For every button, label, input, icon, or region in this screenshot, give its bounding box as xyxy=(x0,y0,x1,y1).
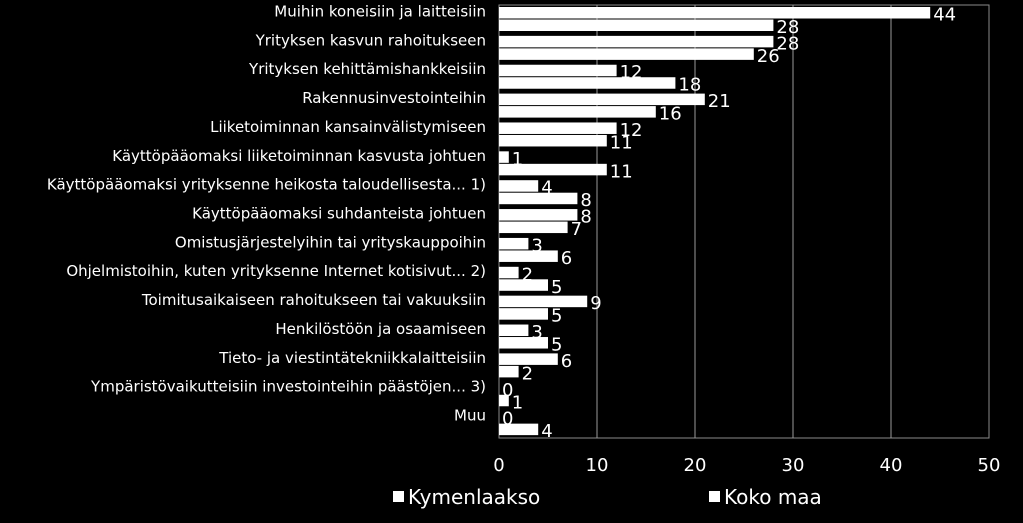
data-label-koko-maa: 5 xyxy=(551,277,562,298)
data-label-koko-maa: 8 xyxy=(580,190,591,211)
x-tick-label: 40 xyxy=(880,455,903,476)
bar-kymenlaakso xyxy=(499,35,774,48)
gridlines xyxy=(596,5,892,438)
bar-kymenlaakso xyxy=(499,122,617,134)
data-label-kymenlaakso: 3 xyxy=(531,322,542,343)
legend-label-koko-maa: Koko maa xyxy=(724,485,822,509)
data-label-koko-maa: 11 xyxy=(610,132,633,153)
data-label-kymenlaakso: 44 xyxy=(933,5,956,26)
bar-koko-maa xyxy=(499,106,656,118)
category-label: Ympäristövaikutteisiin investointeihin p… xyxy=(90,378,486,396)
bar-koko-maa xyxy=(499,163,607,176)
data-label-kymenlaakso: 1 xyxy=(512,149,523,170)
data-label-kymenlaakso: 0 xyxy=(502,380,513,401)
category-label: Käyttöpääomaksi liiketoiminnan kasvusta … xyxy=(112,147,486,165)
data-label-kymenlaakso: 21 xyxy=(708,91,731,112)
category-label: Yrityksen kasvun rahoitukseen xyxy=(255,31,486,49)
bar-koko-maa xyxy=(499,221,568,234)
data-label-kymenlaakso: 3 xyxy=(531,235,542,256)
category-label: Käyttöpääomaksi suhdanteista johtuen xyxy=(192,205,486,223)
x-tick-label: 50 xyxy=(978,455,1001,476)
x-axis-ticks: 0 10 20 30 40 50 xyxy=(493,455,1000,476)
category-label: Yrityksen kehittämishankkeisiin xyxy=(248,60,486,78)
bar-kymenlaakso xyxy=(499,151,509,163)
bar-kymenlaakso xyxy=(499,295,588,308)
bars xyxy=(499,7,931,436)
bar-kymenlaakso xyxy=(499,237,529,250)
category-label: Omistusjärjestelyihin tai yrityskauppoih… xyxy=(175,233,486,251)
category-label: Käyttöpääomaksi yrityksenne heikosta tal… xyxy=(47,176,486,194)
data-label-koko-maa: 5 xyxy=(551,335,562,356)
bar-kymenlaakso xyxy=(499,266,519,279)
data-label-koko-maa: 26 xyxy=(757,46,780,67)
data-label-koko-maa: 18 xyxy=(678,75,701,96)
bar-koko-maa xyxy=(499,337,548,349)
bar-koko-maa xyxy=(499,48,754,60)
bar-koko-maa xyxy=(499,192,578,205)
data-label-kymenlaakso: 9 xyxy=(590,293,601,314)
legend-label-kymenlaakso: Kymenlaakso xyxy=(408,485,540,509)
category-label: Muu xyxy=(454,407,486,425)
bar-kymenlaakso xyxy=(499,209,578,221)
bar-koko-maa xyxy=(499,365,519,378)
legend: Kymenlaakso Koko maa xyxy=(393,485,822,509)
bar-kymenlaakso xyxy=(499,180,539,192)
bar-koko-maa xyxy=(499,77,676,89)
data-label-koko-maa: 1 xyxy=(512,392,523,413)
x-tick-label: 0 xyxy=(493,455,504,476)
data-label-kymenlaakso: 28 xyxy=(776,33,799,54)
bar-koko-maa xyxy=(499,279,548,291)
category-labels: Muihin koneisiin ja laitteisiin Yrityksen… xyxy=(47,2,486,424)
bar-kymenlaakso xyxy=(499,324,529,337)
category-label: Muihin koneisiin ja laitteisiin xyxy=(274,2,486,20)
bar-koko-maa xyxy=(499,308,548,320)
category-label: Henkilöstöön ja osaamiseen xyxy=(275,320,486,338)
category-label: Tieto- ja viestintätekniikkalaitteisiin xyxy=(218,349,486,367)
category-label: Toimitusaikaiseen rahoitukseen tai vakuu… xyxy=(141,291,486,309)
bar-kymenlaakso xyxy=(499,93,705,106)
data-label-koko-maa: 4 xyxy=(541,421,552,442)
data-label-kymenlaakso: 12 xyxy=(620,120,643,141)
bar-koko-maa xyxy=(499,134,607,147)
bar-kymenlaakso xyxy=(499,64,617,77)
bar-kymenlaakso xyxy=(499,7,931,19)
bar-kymenlaakso xyxy=(499,353,558,365)
data-label-kymenlaakso: 12 xyxy=(620,62,643,83)
legend-swatch-kymenlaakso xyxy=(393,491,404,502)
category-label: Ohjelmistoihin, kuten yrityksenne Intern… xyxy=(66,262,486,280)
data-label-kymenlaakso: 4 xyxy=(541,178,552,199)
data-label-koko-maa: 28 xyxy=(776,17,799,38)
data-label-koko-maa: 2 xyxy=(522,363,533,384)
category-label: Liiketoiminnan kansainvälistymiseen xyxy=(210,118,486,136)
plot-area xyxy=(498,4,990,439)
data-label-kymenlaakso: 6 xyxy=(561,351,572,372)
bar-koko-maa xyxy=(499,250,558,262)
legend-swatch-koko-maa xyxy=(709,491,720,502)
x-tick-label: 20 xyxy=(684,455,707,476)
data-label-koko-maa: 7 xyxy=(571,219,582,240)
data-label-koko-maa: 5 xyxy=(551,306,562,327)
data-label-koko-maa: 6 xyxy=(561,248,572,269)
data-label-koko-maa: 16 xyxy=(659,104,682,125)
bar-koko-maa xyxy=(499,394,509,407)
data-label-kymenlaakso: 0 xyxy=(502,409,513,430)
data-label-kymenlaakso: 2 xyxy=(522,264,533,285)
bar-koko-maa xyxy=(499,19,774,31)
bar-koko-maa xyxy=(499,423,539,436)
category-label: Rakennusinvestointeihin xyxy=(302,89,486,107)
x-tick-label: 30 xyxy=(782,455,805,476)
data-label-kymenlaakso: 8 xyxy=(580,207,591,228)
data-label-koko-maa: 11 xyxy=(610,161,633,182)
x-tick-label: 10 xyxy=(586,455,609,476)
plot-frame xyxy=(498,4,990,439)
value-labels: 4428282612182116121111148873625953562010… xyxy=(502,5,956,443)
